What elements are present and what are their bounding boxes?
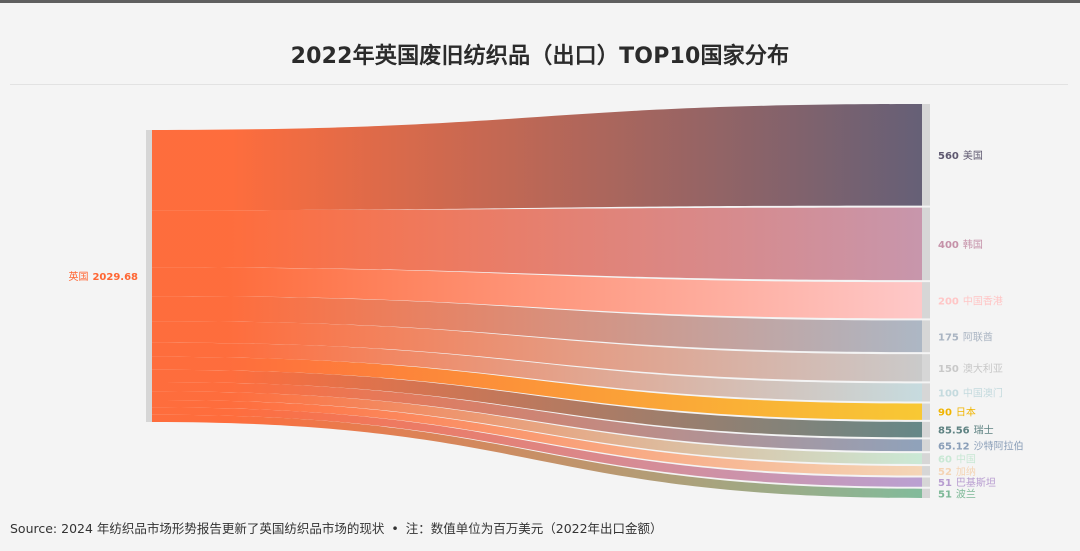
link-3 — [152, 296, 922, 353]
link-8 — [152, 382, 922, 452]
target-node-bar-11 — [922, 477, 930, 487]
link-4 — [152, 321, 922, 382]
target-label-11: 51 巴基斯坦 — [938, 476, 996, 489]
target-node-bar-4 — [922, 354, 930, 382]
link-10 — [152, 399, 922, 476]
top-rule — [0, 0, 1080, 3]
source-node-bar — [146, 130, 152, 422]
link-5 — [152, 342, 922, 402]
unit-note: 注：数值单位为百万美元（2022年出口金额） — [405, 521, 663, 536]
target-label-5: 100 中国澳门 — [938, 386, 1003, 399]
target-node-bar-5 — [922, 383, 930, 402]
footer-separator: • — [391, 521, 399, 536]
target-node-bar-9 — [922, 453, 930, 465]
title-divider — [10, 84, 1068, 85]
link-9 — [152, 391, 922, 465]
target-node-bar-12 — [922, 488, 930, 498]
target-label-0: 560 美国 — [938, 149, 983, 162]
target-node-bar-8 — [922, 439, 930, 452]
target-label-2: 200 中国香港 — [938, 294, 1003, 307]
target-label-7: 85.56 瑞士 — [938, 424, 994, 437]
target-label-1: 400 韩国 — [938, 238, 983, 251]
link-2 — [152, 267, 922, 319]
footer: Source: 2024 年纺织品市场形势报告更新了英国纺织品市场的现状 • 注… — [10, 518, 663, 537]
target-label-6: 90 日本 — [938, 406, 976, 419]
target-label-3: 175 阿联酋 — [938, 330, 993, 343]
target-label-4: 150 澳大利亚 — [938, 362, 1003, 375]
target-label-9: 60 中国 — [938, 453, 976, 466]
target-label-8: 65.12 沙特阿拉伯 — [938, 439, 1024, 452]
link-6 — [152, 356, 922, 420]
source-label: 英国 2029.68 — [68, 270, 138, 283]
link-11 — [152, 407, 922, 487]
target-node-bar-10 — [922, 466, 930, 476]
target-label-10: 52 加纳 — [938, 465, 976, 478]
source-note: Source: 2024 年纺织品市场形势报告更新了英国纺织品市场的现状 — [10, 521, 385, 536]
target-node-bar-0 — [922, 104, 930, 206]
target-node-bar-3 — [922, 320, 930, 353]
sankey-chart: 560 美国 400 韩国 200 中国香港 175 阿联酋 150 澳大利亚 100 中国澳门 90 日… — [68, 104, 1024, 500]
link-7 — [152, 369, 922, 438]
target-node-bar-2 — [922, 282, 930, 319]
target-label-12: 51 波兰 — [938, 487, 976, 500]
link-0 — [152, 104, 922, 211]
link-1 — [152, 207, 922, 281]
target-node-bar-6 — [922, 403, 930, 420]
target-node-bar-7 — [922, 421, 930, 438]
target-node-bar-1 — [922, 207, 930, 281]
chart-title: 2022年英国废旧纺织品（出口）TOP10国家分布 — [290, 44, 790, 69]
link-12 — [152, 414, 922, 498]
